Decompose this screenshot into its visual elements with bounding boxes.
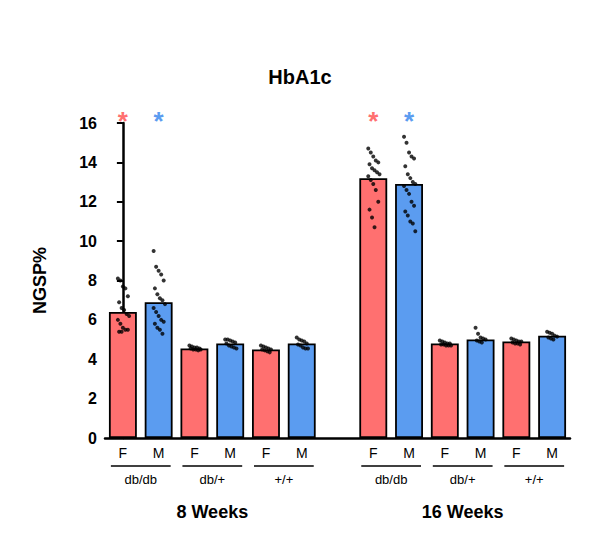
svg-text:M: M: [224, 445, 236, 461]
svg-text:8 Weeks: 8 Weeks: [176, 502, 248, 522]
svg-text:+/+: +/+: [525, 472, 544, 487]
svg-text:db/db: db/db: [124, 472, 157, 487]
svg-text:NGSP%: NGSP%: [30, 247, 50, 314]
svg-text:M: M: [153, 445, 165, 461]
svg-text:4: 4: [88, 351, 97, 368]
svg-text:HbA1c: HbA1c: [268, 66, 331, 88]
svg-text:db/+: db/+: [199, 472, 225, 487]
svg-text:10: 10: [79, 233, 97, 250]
svg-text:2: 2: [88, 390, 97, 407]
svg-text:M: M: [296, 445, 308, 461]
svg-text:M: M: [546, 445, 558, 461]
svg-text:F: F: [190, 445, 199, 461]
svg-text:F: F: [262, 445, 271, 461]
svg-text:M: M: [475, 445, 487, 461]
svg-text:F: F: [119, 445, 128, 461]
svg-text:db/db: db/db: [375, 472, 408, 487]
svg-text:6: 6: [88, 311, 97, 328]
svg-text:12: 12: [79, 193, 97, 210]
svg-text:*: *: [154, 106, 165, 136]
svg-text:+/+: +/+: [274, 472, 293, 487]
svg-text:8: 8: [88, 272, 97, 289]
svg-text:16 Weeks: 16 Weeks: [422, 502, 504, 522]
svg-text:M: M: [403, 445, 415, 461]
svg-text:*: *: [404, 106, 415, 136]
svg-text:F: F: [512, 445, 521, 461]
svg-text:16: 16: [79, 115, 97, 132]
svg-text:F: F: [369, 445, 378, 461]
svg-text:db/+: db/+: [450, 472, 476, 487]
svg-text:0: 0: [88, 430, 97, 447]
svg-text:14: 14: [79, 154, 97, 171]
svg-text:*: *: [368, 106, 379, 136]
svg-text:F: F: [441, 445, 450, 461]
